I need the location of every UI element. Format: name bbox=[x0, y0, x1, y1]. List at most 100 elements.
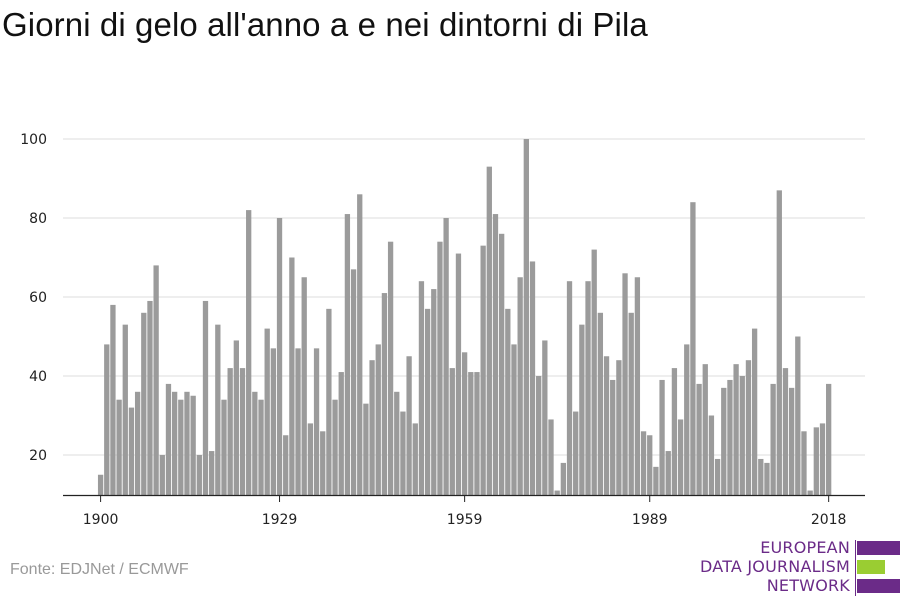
bar-1976 bbox=[566, 281, 573, 495]
bar-1947 bbox=[387, 241, 394, 495]
bar-1978 bbox=[579, 324, 585, 495]
bar-2018 bbox=[826, 383, 832, 495]
bar-2013 bbox=[795, 336, 801, 495]
source-note: Fonte: EDJNet / ECMWF bbox=[10, 561, 189, 578]
bar-1932 bbox=[295, 348, 301, 495]
bar-1906 bbox=[134, 391, 141, 495]
bar-1904 bbox=[122, 324, 128, 495]
bar-1992 bbox=[665, 451, 671, 495]
bar-1914 bbox=[184, 391, 190, 495]
bar-1933 bbox=[301, 277, 307, 495]
y-tick-label: 60 bbox=[29, 290, 47, 306]
bar-1993 bbox=[671, 368, 678, 495]
bar-1975 bbox=[560, 462, 566, 495]
bar-1941 bbox=[350, 269, 357, 495]
x-tick-label: 1900 bbox=[83, 512, 119, 528]
bar-1972 bbox=[542, 340, 548, 495]
bar-1939 bbox=[338, 372, 344, 495]
bars bbox=[97, 139, 832, 496]
bar-1900 bbox=[97, 474, 104, 495]
bar-1938 bbox=[332, 399, 338, 495]
bar-1962 bbox=[480, 245, 486, 495]
bar-1936 bbox=[320, 431, 326, 495]
bar-1935 bbox=[313, 348, 320, 495]
bar-1948 bbox=[394, 391, 400, 495]
edjnet-logo[interactable]: EUROPEAN DATA JOURNALISM NETWORK bbox=[700, 538, 900, 596]
bar-2005 bbox=[745, 360, 752, 495]
bar-1937 bbox=[326, 308, 332, 495]
logo-bar-purple-top bbox=[857, 541, 900, 555]
x-tick-label: 1989 bbox=[632, 512, 668, 528]
bar-1944 bbox=[369, 360, 375, 495]
y-tick-label: 100 bbox=[20, 132, 47, 148]
bar-1994 bbox=[677, 419, 684, 495]
bar-1912 bbox=[171, 391, 178, 495]
bar-1965 bbox=[499, 233, 505, 496]
bar-1916 bbox=[196, 455, 202, 495]
bar-1968 bbox=[517, 277, 523, 495]
bar-1903 bbox=[116, 399, 122, 495]
bar-1970 bbox=[529, 261, 536, 495]
bar-1961 bbox=[474, 372, 480, 495]
bar-1929 bbox=[276, 218, 283, 495]
y-axis-labels: 20 40 60 80 100 bbox=[20, 132, 47, 464]
bar-2014 bbox=[801, 431, 807, 495]
bar-1928 bbox=[270, 348, 277, 495]
bar-1990 bbox=[653, 466, 659, 495]
bar-1931 bbox=[289, 257, 295, 495]
bar-1927 bbox=[264, 328, 270, 495]
bar-1977 bbox=[573, 411, 579, 495]
bar-1953 bbox=[424, 308, 431, 495]
bar-2007 bbox=[758, 458, 764, 495]
bar-1922 bbox=[233, 340, 239, 495]
bar-1911 bbox=[165, 383, 172, 495]
bar-1908 bbox=[147, 300, 153, 495]
y-tick-label: 40 bbox=[29, 369, 47, 385]
bar-1946 bbox=[381, 293, 388, 495]
bar-1901 bbox=[104, 344, 110, 495]
x-tick-label: 2018 bbox=[811, 512, 847, 528]
bar-1921 bbox=[227, 368, 233, 495]
bar-2015 bbox=[807, 490, 813, 495]
bar-1910 bbox=[159, 455, 165, 495]
bar-1902 bbox=[110, 304, 116, 495]
bar-1949 bbox=[400, 411, 406, 495]
bar-2003 bbox=[733, 364, 739, 495]
bar-1940 bbox=[344, 214, 351, 496]
bar-1984 bbox=[616, 360, 622, 495]
bar-1945 bbox=[375, 344, 381, 495]
bar-1951 bbox=[412, 423, 418, 495]
bar-1991 bbox=[659, 379, 665, 495]
logo-text-european: EUROPEAN bbox=[760, 538, 850, 557]
bar-2016 bbox=[813, 427, 819, 495]
logo-bar-green bbox=[857, 560, 885, 574]
bar-1958 bbox=[455, 253, 462, 495]
bar-1983 bbox=[610, 379, 616, 495]
bar-2002 bbox=[727, 379, 733, 495]
bar-1924 bbox=[246, 210, 252, 495]
bar-1955 bbox=[437, 241, 443, 495]
logo-text-data-journalism: DATA JOURNALISM bbox=[700, 557, 850, 576]
chart-title: Giorni di gelo all'anno a e nei dintorni… bbox=[2, 6, 648, 43]
bar-1995 bbox=[684, 344, 690, 495]
bar-1987 bbox=[634, 277, 641, 495]
bar-2004 bbox=[739, 376, 745, 495]
bar-1952 bbox=[418, 281, 425, 495]
bar-1913 bbox=[178, 399, 184, 495]
bar-2009 bbox=[770, 383, 776, 495]
bar-2010 bbox=[776, 190, 782, 495]
bar-1963 bbox=[486, 166, 492, 495]
bar-1996 bbox=[690, 202, 696, 495]
bar-1982 bbox=[603, 356, 610, 495]
x-tick-label: 1959 bbox=[447, 512, 483, 528]
bar-1959 bbox=[461, 352, 468, 495]
bar-1905 bbox=[128, 407, 135, 495]
bar-1960 bbox=[468, 372, 474, 495]
bar-1985 bbox=[622, 273, 628, 495]
bar-1971 bbox=[536, 376, 542, 495]
bar-1950 bbox=[406, 356, 412, 495]
bar-1943 bbox=[363, 403, 369, 495]
bar-1919 bbox=[215, 324, 221, 495]
bar-1974 bbox=[554, 490, 560, 495]
